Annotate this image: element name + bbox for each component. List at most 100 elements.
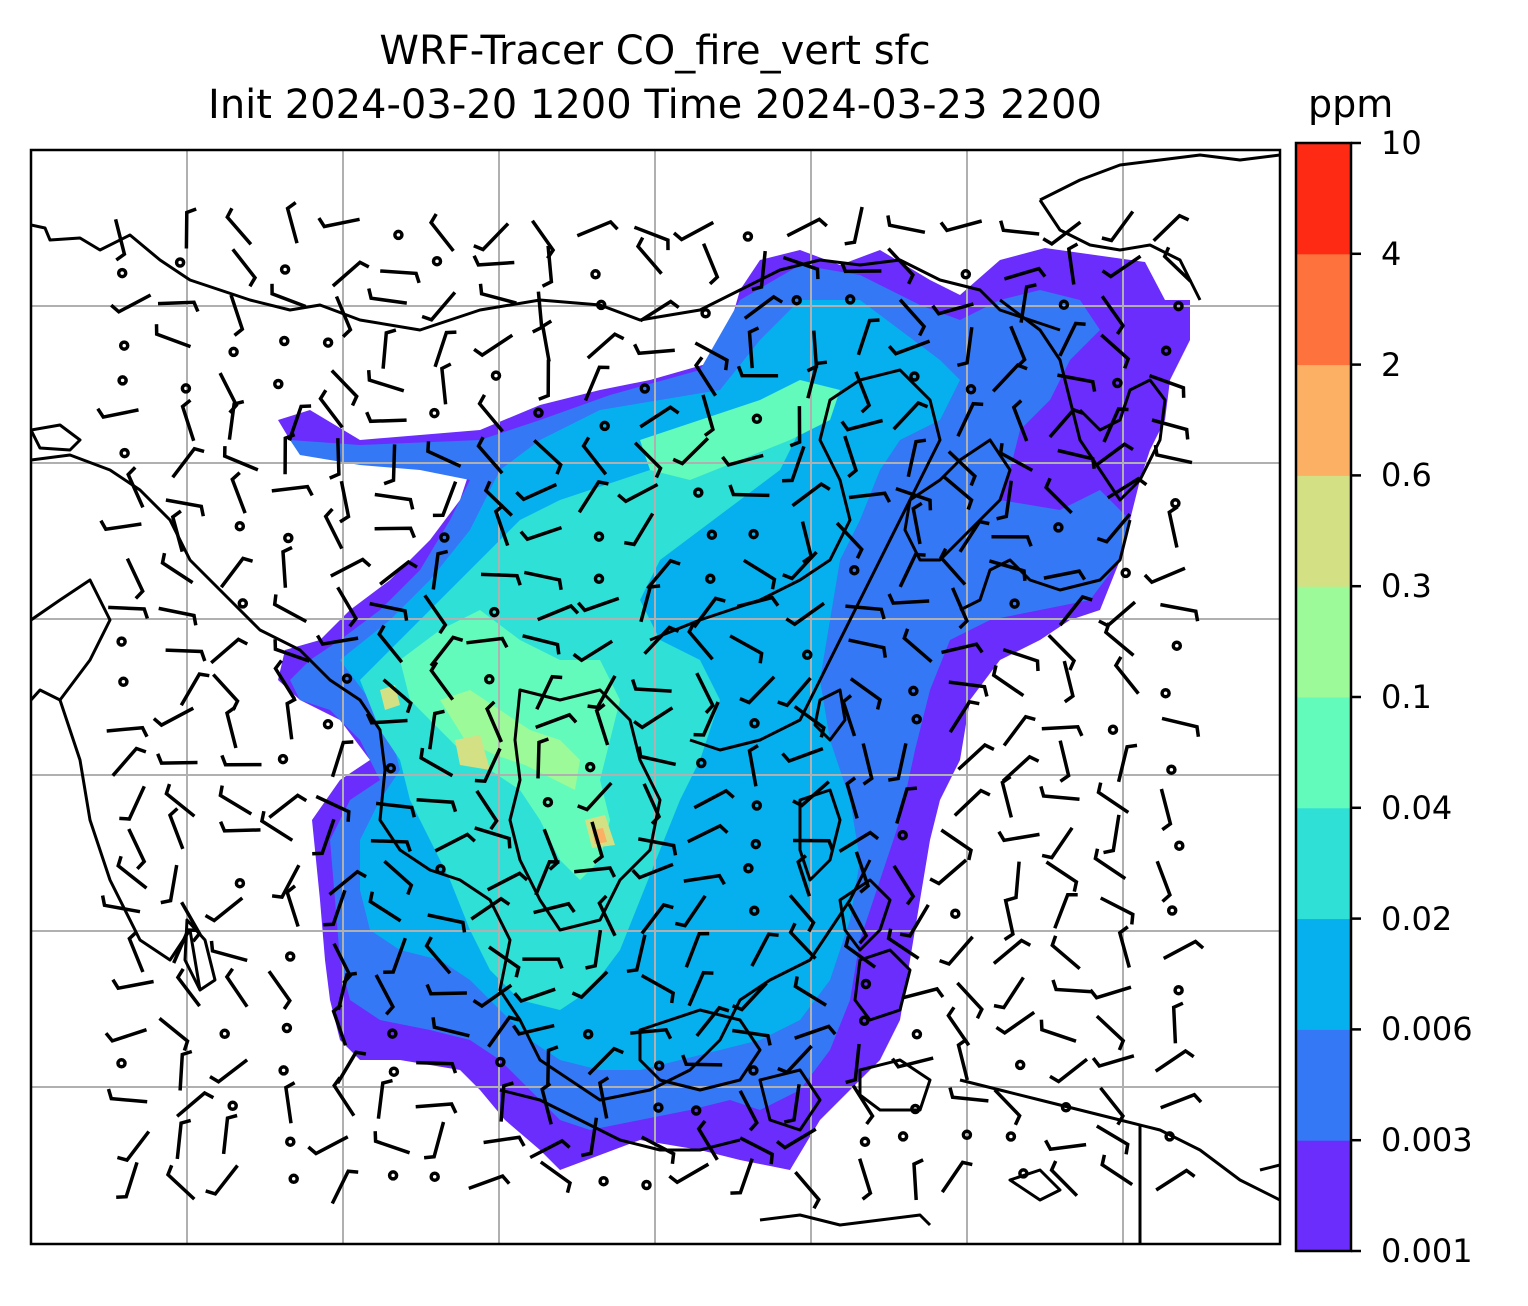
wind-barb <box>796 854 812 897</box>
wind-barb <box>225 705 238 749</box>
wind-barb <box>730 1158 754 1195</box>
calm-wind-marker <box>598 1175 609 1187</box>
wind-barb <box>156 753 198 765</box>
wind-barb <box>529 1138 571 1160</box>
wind-barb <box>906 438 927 478</box>
wind-barb <box>546 1045 559 1087</box>
wind-barb <box>285 201 299 244</box>
wind-barb <box>428 709 445 750</box>
wind-barb <box>687 823 729 844</box>
wind-barb <box>848 491 892 503</box>
wind-barb <box>1153 444 1193 465</box>
wind-barb <box>947 450 977 487</box>
wind-barb <box>988 559 1027 581</box>
wind-barb <box>538 359 551 401</box>
calm-wind-marker <box>751 800 763 811</box>
calm-wind-marker <box>911 1029 923 1040</box>
wind-barb <box>1003 898 1015 942</box>
wind-barb <box>374 526 417 539</box>
wind-barb <box>334 295 353 338</box>
calm-wind-marker <box>584 761 596 773</box>
wind-barb <box>1043 569 1087 581</box>
wind-barb <box>272 594 308 624</box>
colorbar-tick-label: 0.003 <box>1381 1121 1473 1160</box>
wind-barb <box>1049 1160 1079 1197</box>
wind-barb <box>377 624 404 664</box>
wind-barb <box>283 432 296 475</box>
calm-wind-marker <box>341 673 353 684</box>
wind-barb <box>474 747 502 784</box>
wind-barb <box>672 220 715 242</box>
wind-barb <box>956 981 984 1020</box>
wind-barb <box>271 484 314 497</box>
calm-wind-marker <box>278 1065 289 1076</box>
wind-barb <box>672 436 710 466</box>
wind-barb <box>534 860 560 896</box>
wind-barb <box>668 1162 710 1185</box>
calm-wind-marker <box>748 1065 759 1076</box>
wind-barb <box>175 967 201 1008</box>
wind-barb <box>1047 633 1077 671</box>
wind-barb <box>630 1027 673 1040</box>
calm-wind-marker <box>909 371 920 382</box>
calm-wind-marker <box>283 532 294 544</box>
calm-wind-marker <box>582 1028 594 1040</box>
wind-barb <box>948 680 989 697</box>
wind-barb <box>630 678 672 693</box>
wind-barb <box>701 394 715 437</box>
wind-barb <box>339 480 351 524</box>
wind-barb <box>998 442 1034 472</box>
wind-barb <box>374 492 415 510</box>
colorbar-unit: ppm <box>1308 82 1394 126</box>
calm-wind-marker <box>590 269 601 280</box>
wind-barb <box>522 957 564 970</box>
wind-barb <box>901 986 945 1000</box>
wind-barb <box>230 471 247 514</box>
calm-wind-marker <box>116 636 127 647</box>
wind-barb <box>287 404 312 441</box>
wind-barb <box>127 828 147 871</box>
calm-wind-marker <box>234 877 246 889</box>
wind-barb <box>1001 754 1040 783</box>
calm-wind-marker <box>791 294 802 306</box>
calm-wind-marker <box>174 257 186 268</box>
calm-wind-marker <box>484 674 495 685</box>
wind-barb <box>1045 860 1079 892</box>
wind-barb <box>1039 785 1080 802</box>
colorbar-segment <box>1296 807 1351 920</box>
wind-barb <box>991 534 1033 547</box>
wind-barb <box>642 783 662 825</box>
wind-barb <box>541 245 554 288</box>
wind-barb <box>533 439 563 475</box>
wind-barb <box>419 747 454 778</box>
wind-barb <box>1058 321 1086 357</box>
wind-barb <box>576 219 619 238</box>
wind-barb <box>692 596 726 629</box>
wind-barb <box>782 445 806 483</box>
wind-barb <box>152 706 195 728</box>
wind-barb <box>218 821 261 833</box>
calm-wind-marker <box>119 447 130 459</box>
wind-barb <box>472 255 515 267</box>
wind-barb <box>368 891 402 923</box>
wind-barb <box>1002 714 1036 747</box>
wind-barb <box>468 1174 511 1191</box>
wind-barb <box>898 298 927 337</box>
calm-wind-marker <box>844 294 856 305</box>
calm-wind-marker <box>387 1170 399 1181</box>
wind-barb <box>426 441 462 468</box>
wind-barb <box>844 935 877 969</box>
wind-barb <box>512 1023 555 1036</box>
wind-barb <box>533 901 576 915</box>
wind-barb <box>96 407 139 420</box>
field-level-0.1 <box>440 690 580 790</box>
wind-barb <box>637 746 677 767</box>
wind-barb <box>540 1082 553 1125</box>
wind-barb <box>273 659 296 701</box>
wind-barb <box>902 628 933 664</box>
wind-barb <box>374 974 396 1016</box>
calm-wind-marker <box>279 264 291 275</box>
wind-barb <box>948 699 980 734</box>
wind-barb <box>1155 1168 1196 1192</box>
wind-barb <box>791 481 831 508</box>
